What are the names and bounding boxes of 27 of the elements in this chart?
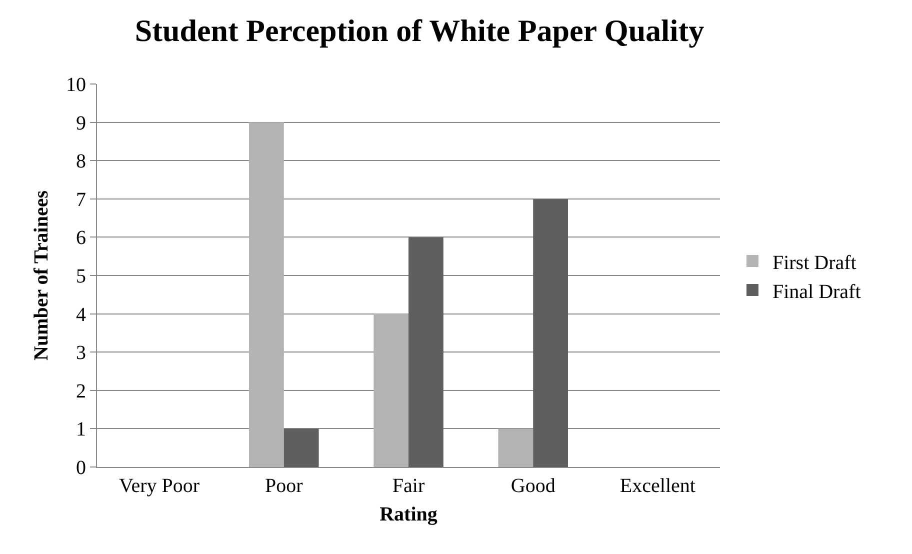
bar [284, 428, 319, 467]
chart-title: Student Perception of White Paper Quality [134, 13, 705, 48]
y-tick-label: 5 [76, 266, 86, 288]
x-tick-label: Fair [392, 475, 425, 497]
y-tick-label: 1 [76, 418, 86, 441]
y-tick-label: 3 [76, 342, 86, 364]
y-tick-label: 7 [76, 188, 86, 211]
legend-label: First Draft [772, 252, 857, 274]
y-axis-title: Number of Trainees [30, 190, 52, 360]
y-tick-label: 0 [76, 457, 86, 479]
bar [498, 428, 534, 467]
bar [533, 198, 568, 467]
bar [408, 237, 444, 467]
x-tick-label: Excellent [620, 475, 696, 497]
bar [249, 122, 284, 467]
y-tick-label: 4 [76, 304, 86, 326]
y-tick-label: 2 [76, 380, 86, 402]
y-tick-label: 10 [66, 74, 86, 96]
x-axis-title: Rating [380, 504, 438, 526]
y-tick-label: 8 [76, 150, 86, 173]
x-tick-label: Very Poor [119, 475, 200, 497]
y-tick-label: 6 [76, 227, 86, 250]
x-tick-label: Poor [265, 475, 304, 497]
x-tick-label: Good [510, 475, 556, 497]
legend-label: Final Draft [772, 280, 862, 303]
y-tick-label: 9 [76, 112, 86, 134]
bar [374, 314, 408, 467]
